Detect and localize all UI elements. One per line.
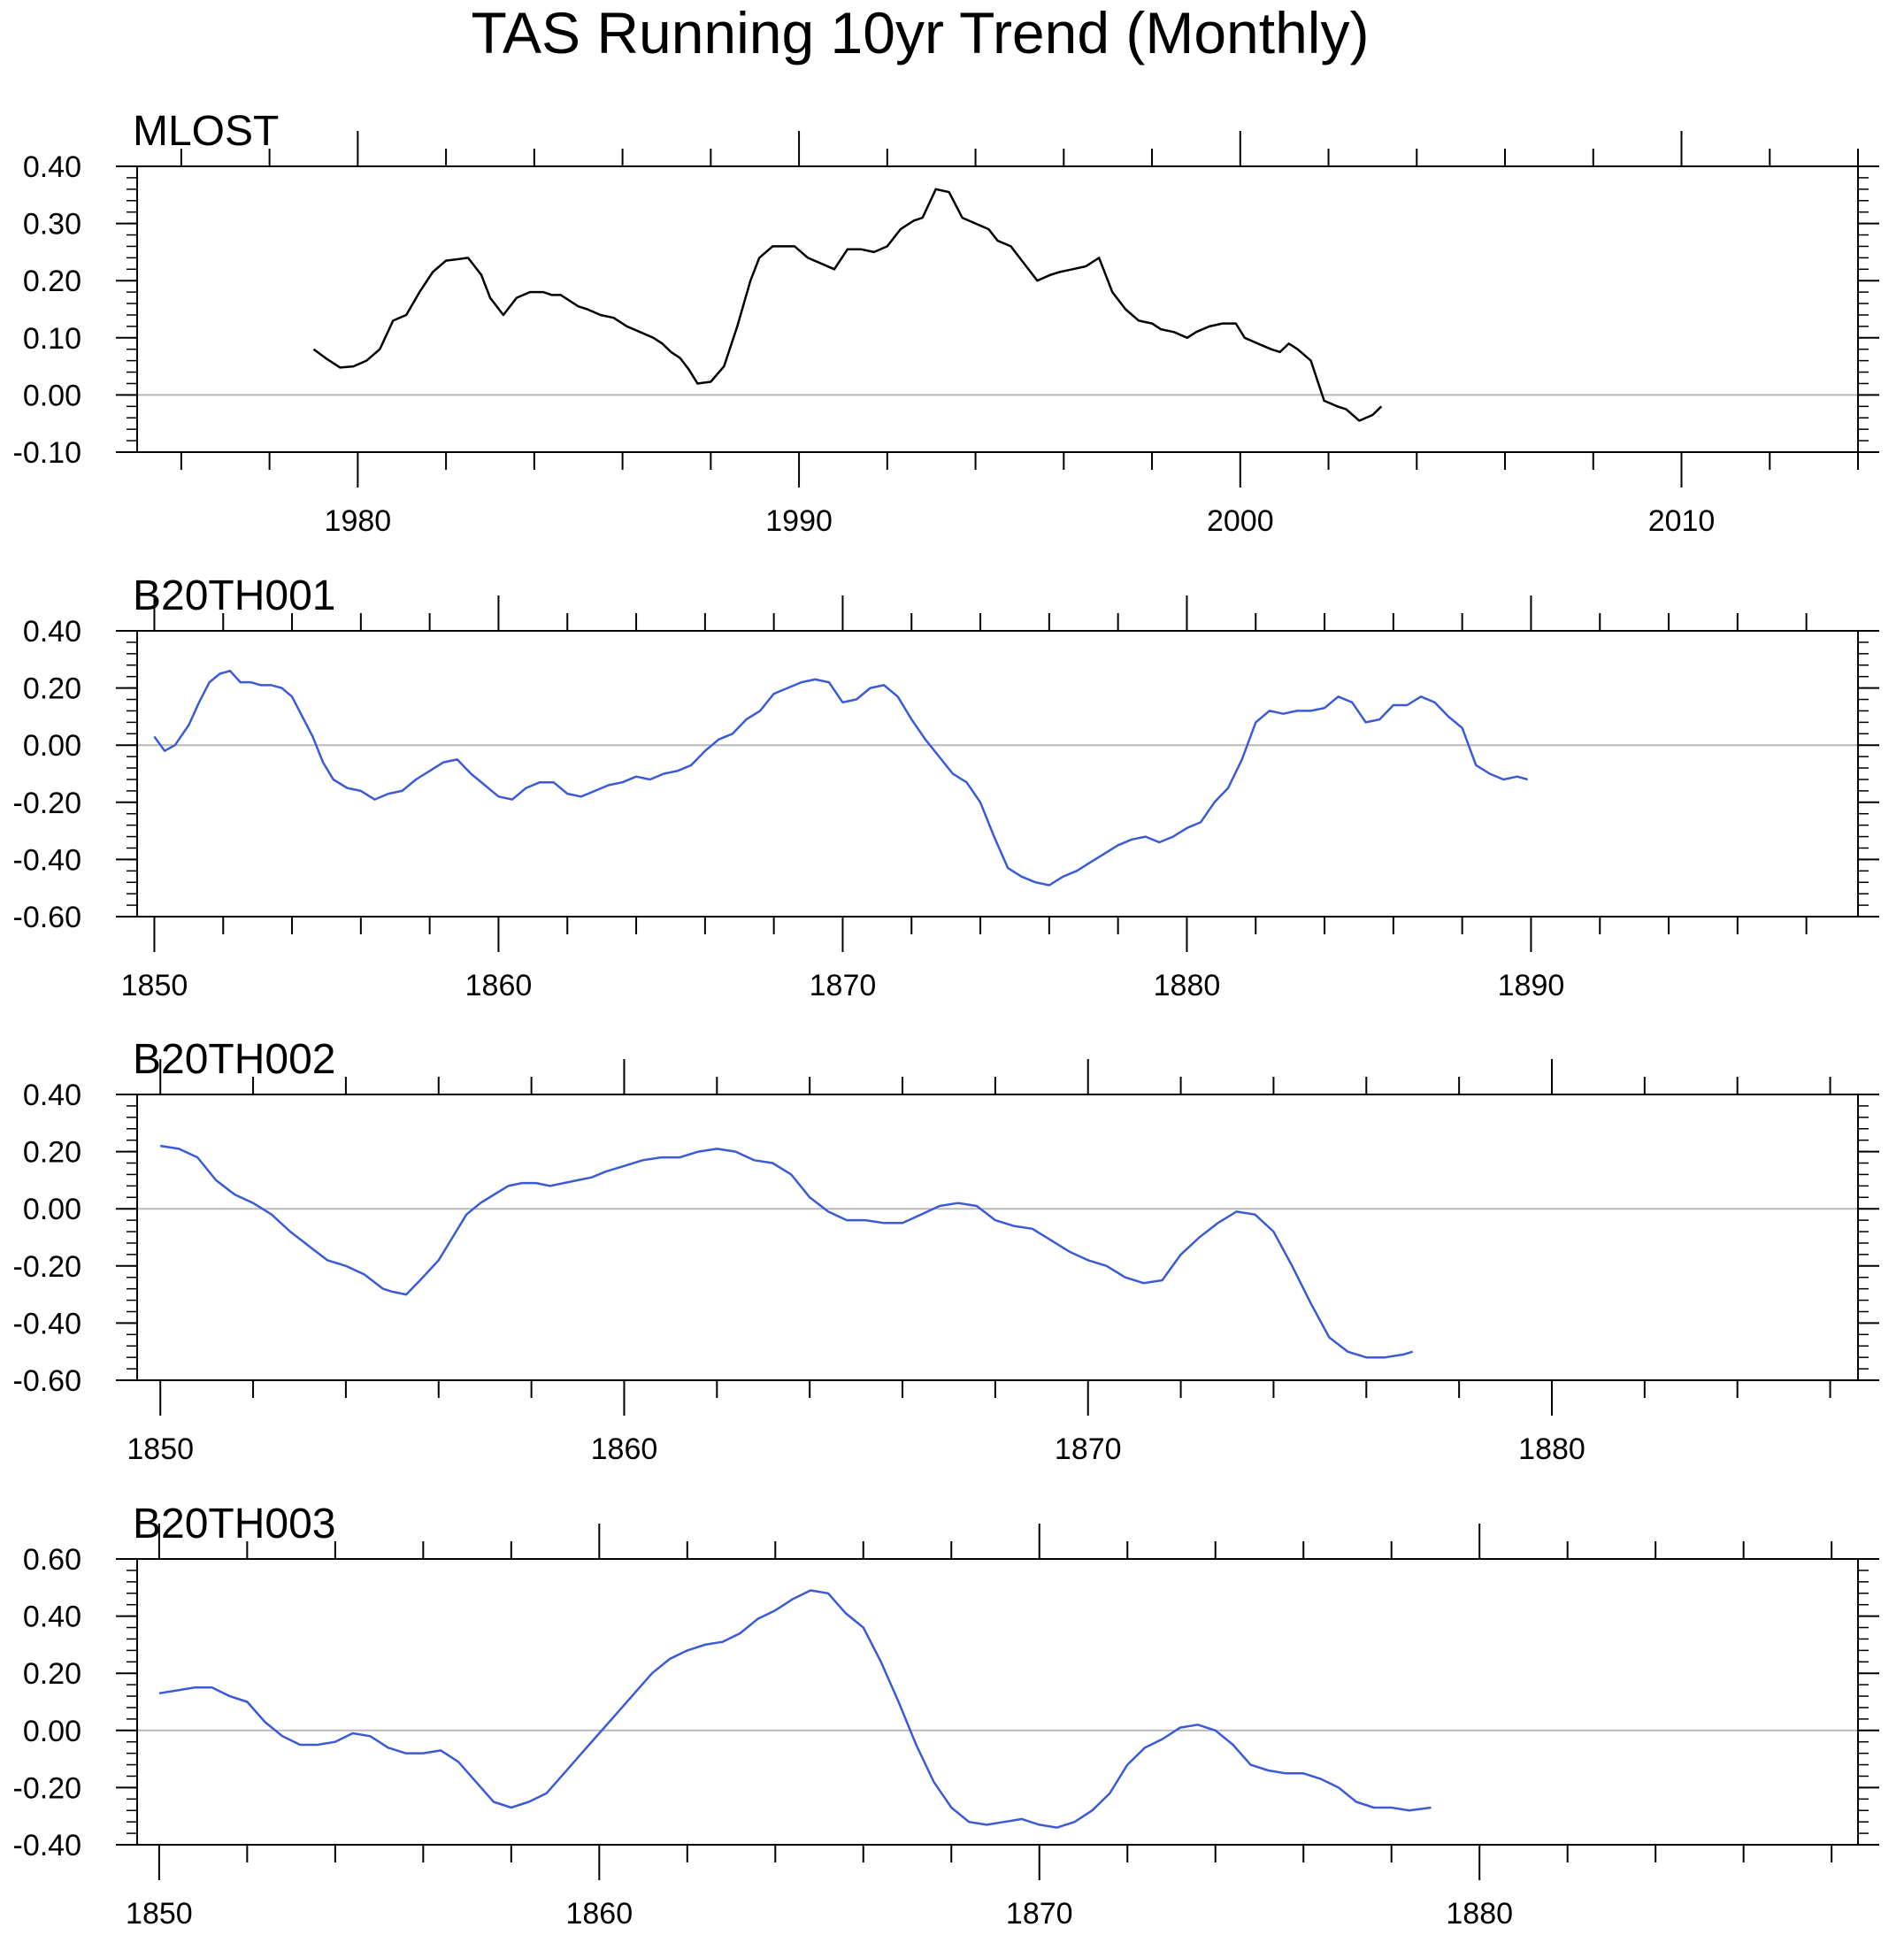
x-tick-label: 1860 (565, 1897, 633, 1931)
y-tick-label: 0.00 (23, 1193, 81, 1226)
panel-title: B20TH001 (133, 572, 335, 619)
y-tick-label: 0.20 (23, 265, 81, 298)
y-tick-label: -0.20 (13, 1771, 82, 1805)
x-tick-label: 1850 (127, 1432, 194, 1466)
y-tick-label: 0.00 (23, 1715, 81, 1748)
x-tick-label: 2010 (1648, 504, 1716, 538)
y-tick-label: -0.20 (13, 1250, 82, 1284)
y-tick-label: 0.20 (23, 1657, 81, 1691)
x-tick-label: 1880 (1446, 1897, 1513, 1931)
plot-frame (136, 630, 1859, 918)
panel-2: B20TH001 -0.60 -0.40 -0.20 0.00 0.20 0.40 1850 1… (13, 572, 1879, 1002)
x-tick-label: 1870 (1006, 1897, 1073, 1931)
x-tick-label: 1860 (591, 1432, 658, 1466)
plot-frame (136, 1558, 1859, 1846)
panel-1: MLOST -0.10 0.00 0.10 0.20 0.30 0.40 1980 1990 20… (13, 108, 1879, 538)
y-tick-label: 0.20 (23, 672, 81, 706)
y-tick-label: -0.10 (13, 436, 82, 470)
x-tick-label: 1850 (121, 969, 188, 1002)
panel-title: MLOST (133, 108, 279, 155)
y-tick-label: -0.20 (13, 787, 82, 820)
panel-4: B20TH003 -0.40 -0.20 0.00 0.20 0.40 0.60 1850 18… (13, 1501, 1879, 1931)
series-line (312, 188, 1383, 422)
y-tick-label: 0.00 (23, 729, 81, 763)
y-tick-label: -0.40 (13, 1307, 82, 1340)
y-tick-label: -0.40 (13, 843, 82, 877)
plot-frame (136, 1094, 1859, 1381)
panels: MLOST -0.10 0.00 0.10 0.20 0.30 0.40 1980 1990 20… (13, 108, 1879, 1931)
x-tick-label: 1880 (1518, 1432, 1585, 1466)
y-tick-label: 0.40 (23, 1079, 81, 1112)
y-tick-label: 0.40 (23, 1601, 81, 1634)
y-tick-label: 0.40 (23, 150, 81, 184)
x-tick-label: 1870 (1055, 1432, 1122, 1466)
series-line (153, 669, 1528, 887)
panel-title: B20TH002 (133, 1036, 335, 1083)
y-tick-label: -0.60 (13, 1364, 82, 1398)
y-tick-label: 0.20 (23, 1136, 81, 1170)
y-tick-label: 0.00 (23, 379, 81, 412)
figure-title: TAS Running 10yr Trend (Monthly) (472, 0, 1370, 65)
x-tick-label: 1980 (325, 504, 392, 538)
x-tick-label: 1890 (1498, 969, 1565, 1002)
y-tick-label: 0.40 (23, 615, 81, 649)
y-tick-label: 0.60 (23, 1543, 81, 1577)
y-tick-label: -0.40 (13, 1829, 82, 1862)
y-tick-label: -0.60 (13, 901, 82, 934)
series-line (160, 1144, 1414, 1359)
series-line (158, 1589, 1432, 1829)
plot-frame (136, 165, 1859, 453)
x-tick-label: 1860 (465, 969, 533, 1002)
x-tick-label: 1850 (126, 1897, 193, 1931)
x-tick-label: 1870 (810, 969, 877, 1002)
x-tick-label: 1880 (1154, 969, 1221, 1002)
panel-title: B20TH003 (133, 1501, 335, 1547)
panel-3: B20TH002 -0.60 -0.40 -0.20 0.00 0.20 0.40 1850 1… (13, 1036, 1879, 1466)
y-tick-label: 0.10 (23, 322, 81, 356)
y-tick-label: 0.30 (23, 208, 81, 242)
x-tick-label: 2000 (1207, 504, 1274, 538)
x-tick-label: 1990 (765, 504, 833, 538)
